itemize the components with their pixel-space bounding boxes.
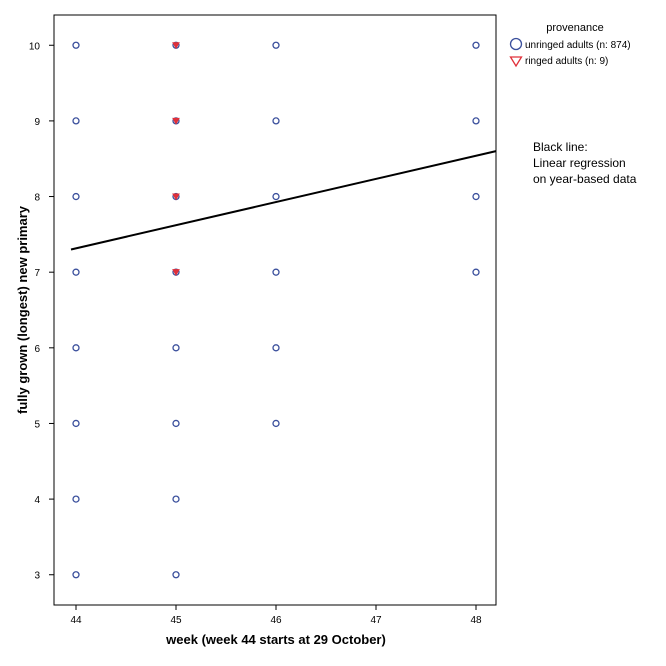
data-point-unringed: [272, 192, 280, 201]
x-tick-label: 48: [470, 615, 482, 626]
data-point-unringed: [472, 268, 480, 276]
data-point-unringed: [72, 419, 80, 428]
y-axis-title: fully grown (longest) new primary: [15, 205, 30, 414]
data-point-unringed: [272, 41, 280, 49]
data-point-unringed: [472, 192, 480, 201]
data-point-ringed: [172, 117, 180, 125]
legend: provenance unringed adults (n: 874) ring…: [509, 22, 631, 68]
data-point-unringed: [72, 192, 80, 201]
data-point-ringed: [172, 193, 180, 201]
y-tick-label: 9: [34, 117, 40, 128]
y-tick-label: 5: [34, 419, 40, 430]
data-point-unringed: [72, 41, 80, 49]
x-axis-title: week (week 44 starts at 29 October): [165, 632, 386, 647]
x-tick-label: 46: [270, 615, 282, 626]
data-point-unringed: [172, 344, 180, 352]
data-point-unringed: [272, 117, 280, 125]
y-axis: 3 4 5 6 7 8 9 10: [29, 41, 54, 582]
plot-frame: [53, 14, 497, 606]
data-point-unringed: [72, 344, 80, 352]
y-tick-label: 4: [34, 495, 40, 506]
y-tick-label: 10: [29, 41, 41, 52]
data-point-unringed: [72, 571, 80, 579]
x-axis: 44 45 46 47 48: [70, 605, 482, 626]
y-tick-label: 6: [34, 344, 40, 355]
y-tick-label: 8: [34, 193, 40, 204]
legend-circle-icon: [509, 37, 523, 51]
regression-line: [70, 150, 497, 251]
data-point-unringed: [172, 571, 180, 579]
data-point-unringed: [72, 268, 80, 276]
data-points: [72, 41, 480, 579]
data-point-unringed: [272, 344, 280, 352]
data-point-unringed: [72, 495, 80, 503]
data-point-unringed: [172, 419, 180, 428]
data-point-unringed: [72, 117, 80, 125]
note-line-2: Linear regression: [533, 156, 626, 170]
legend-label-unringed: unringed adults (n: 874): [525, 40, 631, 51]
data-point-ringed: [172, 42, 180, 50]
data-point-unringed: [272, 419, 280, 428]
data-point-ringed: [172, 269, 180, 276]
legend-label-ringed: ringed adults (n: 9): [525, 56, 608, 67]
y-tick-label: 7: [34, 268, 40, 279]
x-tick-label: 44: [70, 615, 82, 626]
data-point-unringed: [272, 268, 280, 276]
data-point-unringed: [472, 117, 480, 125]
note-line-1: Black line:: [533, 140, 588, 154]
regression-note: Black line: Linear regression on year-ba…: [533, 140, 637, 186]
y-tick-label: 3: [34, 571, 40, 582]
legend-title: provenance: [546, 22, 604, 34]
x-tick-label: 47: [370, 615, 382, 626]
x-tick-label: 45: [170, 615, 182, 626]
note-line-3: on year-based data: [533, 172, 637, 186]
data-point-unringed: [472, 41, 480, 49]
data-point-unringed: [172, 495, 180, 503]
legend-triangle-icon: [509, 56, 523, 68]
